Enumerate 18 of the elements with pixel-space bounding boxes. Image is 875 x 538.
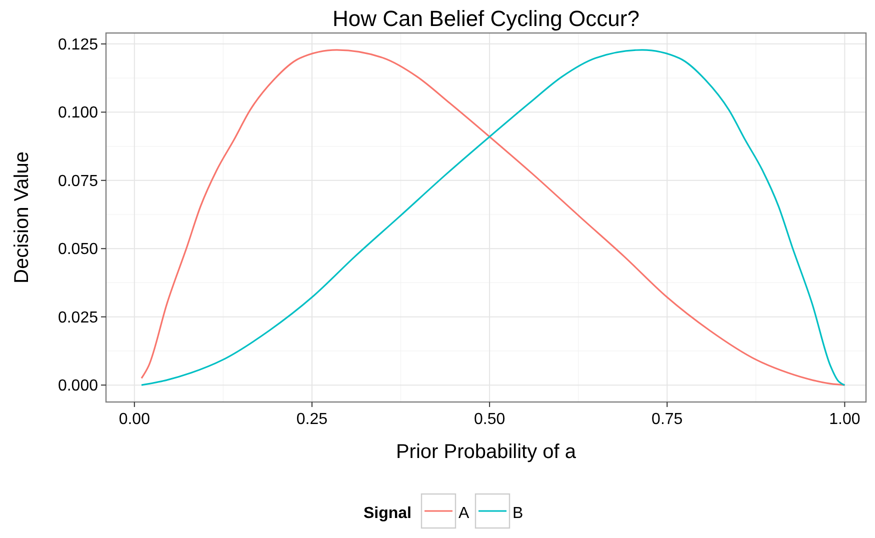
y-tick-label: 0.100	[58, 104, 98, 122]
legend-label: A	[458, 505, 470, 522]
x-tick-label: 1.00	[829, 411, 860, 428]
line-series	[140, 49, 846, 386]
legend-label: B	[512, 505, 524, 522]
y-tick-label: 0.000	[58, 378, 98, 395]
legend-title: Signal	[363, 505, 412, 522]
chart-title: How Can Belief Cycling Occur?	[332, 6, 640, 31]
x-axis-title: Prior Probability of a	[396, 441, 577, 463]
y-axis-title: Decision Value	[11, 152, 33, 284]
y-tick-label: 0.075	[58, 172, 98, 190]
y-tick-label: 0.050	[58, 241, 98, 258]
y-tick-label: 0.125	[58, 36, 98, 54]
x-tick-label: 0.00	[118, 411, 150, 428]
x-tick-label: 0.25	[296, 411, 328, 428]
y-tick-label: 0.025	[58, 309, 98, 326]
x-tick-label: 0.75	[652, 411, 683, 428]
x-tick-label: 0.50	[474, 411, 506, 428]
